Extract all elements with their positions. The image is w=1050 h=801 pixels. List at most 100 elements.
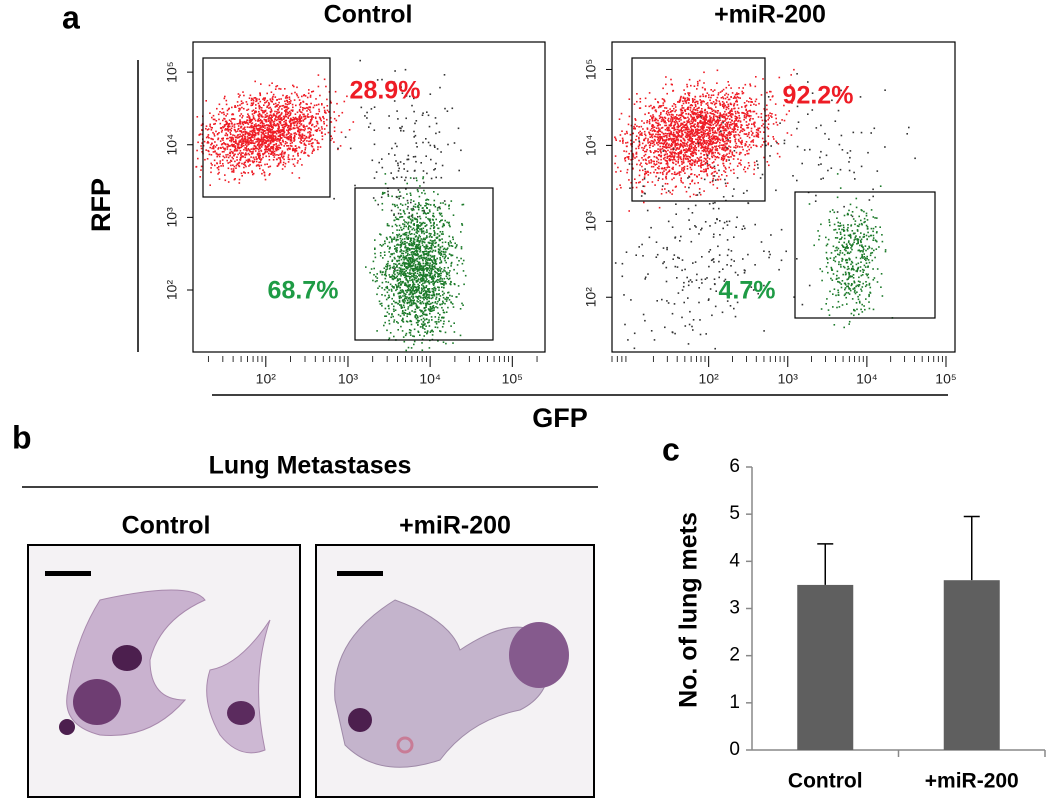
event-dot xyxy=(414,253,416,256)
event-dot xyxy=(699,156,701,159)
event-dot xyxy=(252,115,255,117)
event-dot xyxy=(281,137,283,139)
event-dot xyxy=(400,240,403,242)
event-dot xyxy=(773,138,775,140)
event-dot xyxy=(763,131,765,133)
event-dot xyxy=(438,286,440,289)
event-dot xyxy=(396,264,398,267)
event-dot xyxy=(384,173,387,175)
event-dot xyxy=(326,109,329,112)
event-dot xyxy=(206,129,209,131)
event-dot xyxy=(641,132,643,134)
event-dot xyxy=(381,245,383,247)
event-dot xyxy=(706,116,708,119)
event-dot xyxy=(295,120,297,123)
event-dot xyxy=(398,272,401,274)
event-dot xyxy=(667,129,670,132)
event-dot xyxy=(446,221,448,224)
event-dot xyxy=(262,132,264,135)
event-dot xyxy=(729,150,731,153)
event-dot xyxy=(719,112,721,114)
event-dot xyxy=(661,171,664,174)
event-dot xyxy=(400,304,403,306)
event-dot xyxy=(243,121,245,124)
event-dot xyxy=(439,278,441,280)
event-dot xyxy=(686,97,689,99)
event-dot xyxy=(211,147,213,150)
event-dot xyxy=(251,126,253,129)
event-dot xyxy=(239,94,241,97)
event-dot xyxy=(281,119,283,121)
event-dot xyxy=(440,268,443,270)
event-dot xyxy=(226,109,229,112)
event-dot xyxy=(273,130,275,133)
event-dot xyxy=(434,242,436,245)
event-dot xyxy=(417,261,420,263)
event-dot xyxy=(668,170,671,173)
event-dot xyxy=(220,165,222,167)
event-dot xyxy=(450,200,453,202)
event-dot xyxy=(253,158,256,161)
event-dot xyxy=(299,141,301,143)
event-dot xyxy=(252,156,255,159)
event-dot xyxy=(211,142,213,145)
event-dot xyxy=(744,144,746,147)
event-dot xyxy=(295,150,298,152)
event-dot xyxy=(724,145,727,147)
event-dot xyxy=(657,154,660,157)
event-dot xyxy=(635,153,638,155)
event-dot xyxy=(233,145,236,148)
event-dot xyxy=(420,302,422,305)
event-dot xyxy=(665,169,667,171)
event-dot xyxy=(413,274,415,276)
event-dot xyxy=(426,314,428,316)
event-dot xyxy=(734,123,737,125)
event-dot xyxy=(248,116,251,118)
event-dot xyxy=(230,144,233,146)
event-dot xyxy=(419,268,422,271)
event-dot xyxy=(768,164,770,167)
event-dot xyxy=(417,253,419,255)
event-dot xyxy=(422,327,424,329)
event-dot xyxy=(309,111,312,113)
event-dot xyxy=(651,130,654,132)
event-dot xyxy=(270,110,273,112)
event-dot xyxy=(202,144,205,147)
event-dot xyxy=(420,223,422,226)
event-dot xyxy=(436,209,439,211)
event-dot xyxy=(252,127,255,129)
event-dot xyxy=(416,239,419,242)
event-dot xyxy=(771,116,773,118)
event-dot xyxy=(381,305,383,307)
event-dot xyxy=(443,282,445,285)
event-dot xyxy=(435,296,438,299)
event-dot xyxy=(308,106,310,108)
event-dot xyxy=(674,133,676,136)
event-dot xyxy=(693,111,696,114)
event-dot xyxy=(283,129,285,131)
event-dot xyxy=(246,132,249,135)
event-dot xyxy=(410,329,412,332)
event-dot xyxy=(431,264,434,266)
event-dot xyxy=(423,272,425,274)
event-dot xyxy=(425,285,428,287)
event-dot xyxy=(447,143,449,146)
event-dot xyxy=(247,161,249,163)
event-dot xyxy=(654,98,657,100)
event-dot xyxy=(430,272,433,275)
event-dot xyxy=(265,101,268,103)
event-dot xyxy=(674,110,676,113)
event-dot xyxy=(279,114,282,116)
event-dot xyxy=(683,126,685,129)
event-dot xyxy=(424,265,426,267)
event-dot xyxy=(693,174,696,176)
event-dot xyxy=(271,147,273,150)
event-dot xyxy=(717,93,720,96)
event-dot xyxy=(438,212,441,214)
event-dot xyxy=(226,159,228,162)
event-dot xyxy=(690,146,693,148)
event-dot xyxy=(755,98,758,101)
event-dot xyxy=(644,153,647,156)
event-dot xyxy=(271,82,273,84)
event-dot xyxy=(399,203,402,205)
